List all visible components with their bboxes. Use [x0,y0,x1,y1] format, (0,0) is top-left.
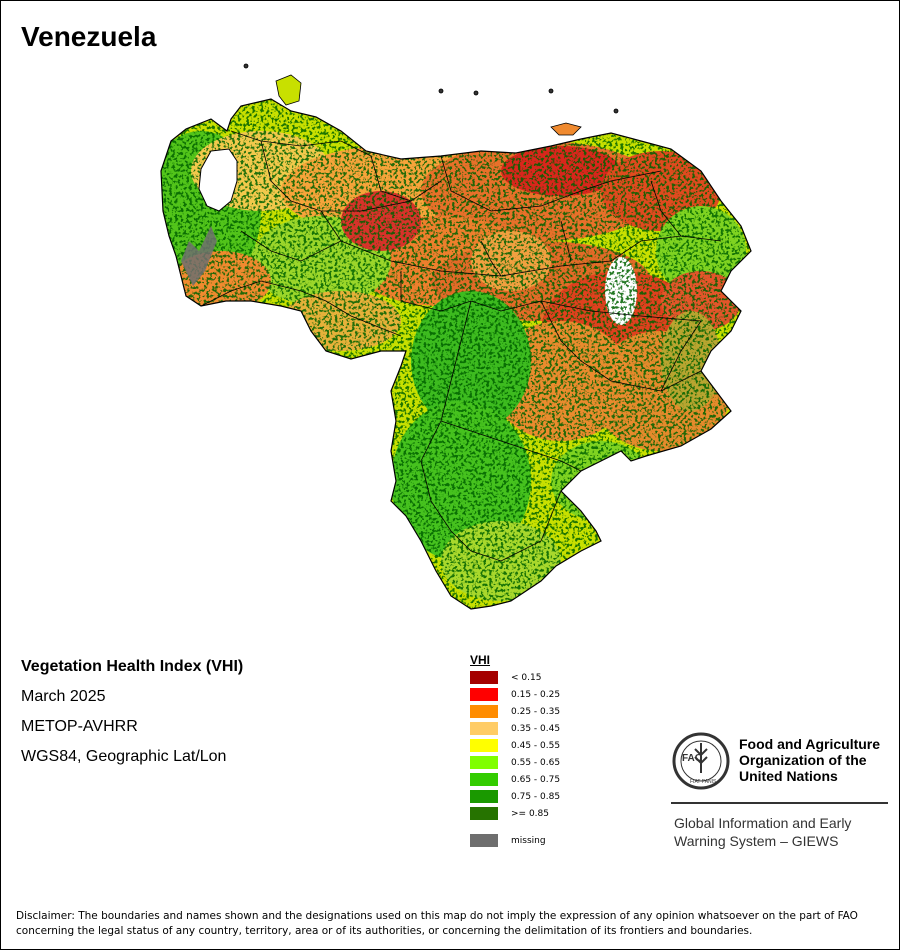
legend-label-missing: missing [511,835,546,846]
map-info: Vegetation Health Index (VHI) March 2025… [21,657,243,777]
legend-swatch [470,756,498,769]
legend-item: 0.45 - 0.55 [470,737,560,754]
legend-classes: < 0.15 0.15 - 0.25 0.25 - 0.35 0.35 - 0.45 0… [470,669,560,822]
legend-swatch-missing [470,834,498,847]
vhi-map [160,63,752,610]
legend-item: 0.75 - 0.85 [470,788,560,805]
legend-label: 0.65 - 0.75 [511,774,561,785]
islands [243,63,619,136]
legend-item: 0.15 - 0.25 [470,686,560,703]
legend-label: 0.75 - 0.85 [511,791,561,802]
legend-swatch [470,671,498,684]
legend-swatch [470,739,498,752]
missing-data-area [181,226,217,286]
legend-item: < 0.15 [470,669,560,686]
sensor: METOP-AVHRR [21,718,138,735]
legend-item: 0.65 - 0.75 [470,771,560,788]
legend-label: 0.15 - 0.25 [511,689,561,700]
fao-emblem-icon: FAO FIAT PANIS [672,732,730,790]
admin-boundaries [200,130,722,562]
legend-swatch [470,688,498,701]
lake-maracaibo [198,148,238,212]
legend-label: 0.45 - 0.55 [511,740,561,751]
legend-item: 0.55 - 0.65 [470,754,560,771]
legend-swatch [470,807,498,820]
period: March 2025 [21,688,106,705]
legend-missing: missing [470,832,560,849]
legend-item: 0.25 - 0.35 [470,703,560,720]
legend-label: 0.35 - 0.45 [511,723,561,734]
legend-title: VHI [470,653,491,667]
legend-swatch [470,705,498,718]
legend-swatch [470,722,498,735]
svg-text:FIAT PANIS: FIAT PANIS [690,779,717,785]
legend-item: >= 0.85 [470,805,560,822]
legend-label: >= 0.85 [511,808,549,819]
legend: VHI < 0.15 0.15 - 0.25 0.25 - 0.35 0.35 - 0… [470,651,560,849]
map-title: Venezuela [21,21,157,52]
product-name: Vegetation Health Index (VHI) [21,658,244,675]
legend-swatch [470,790,498,803]
legend-swatch [470,773,498,786]
organization-name: Food and Agriculture Organization of the… [739,736,881,784]
logo-divider [671,802,888,804]
legend-label: < 0.15 [511,672,542,683]
legend-label: 0.25 - 0.35 [511,706,561,717]
legend-item: 0.35 - 0.45 [470,720,560,737]
giews-name: Global Information and Early Warning Sys… [674,815,852,849]
disclaimer: Disclaimer: The boundaries and names sho… [16,910,858,937]
projection: WGS84, Geographic Lat/Lon [21,748,227,765]
svg-text:FAO: FAO [682,753,703,764]
legend-label: 0.55 - 0.65 [511,757,561,768]
